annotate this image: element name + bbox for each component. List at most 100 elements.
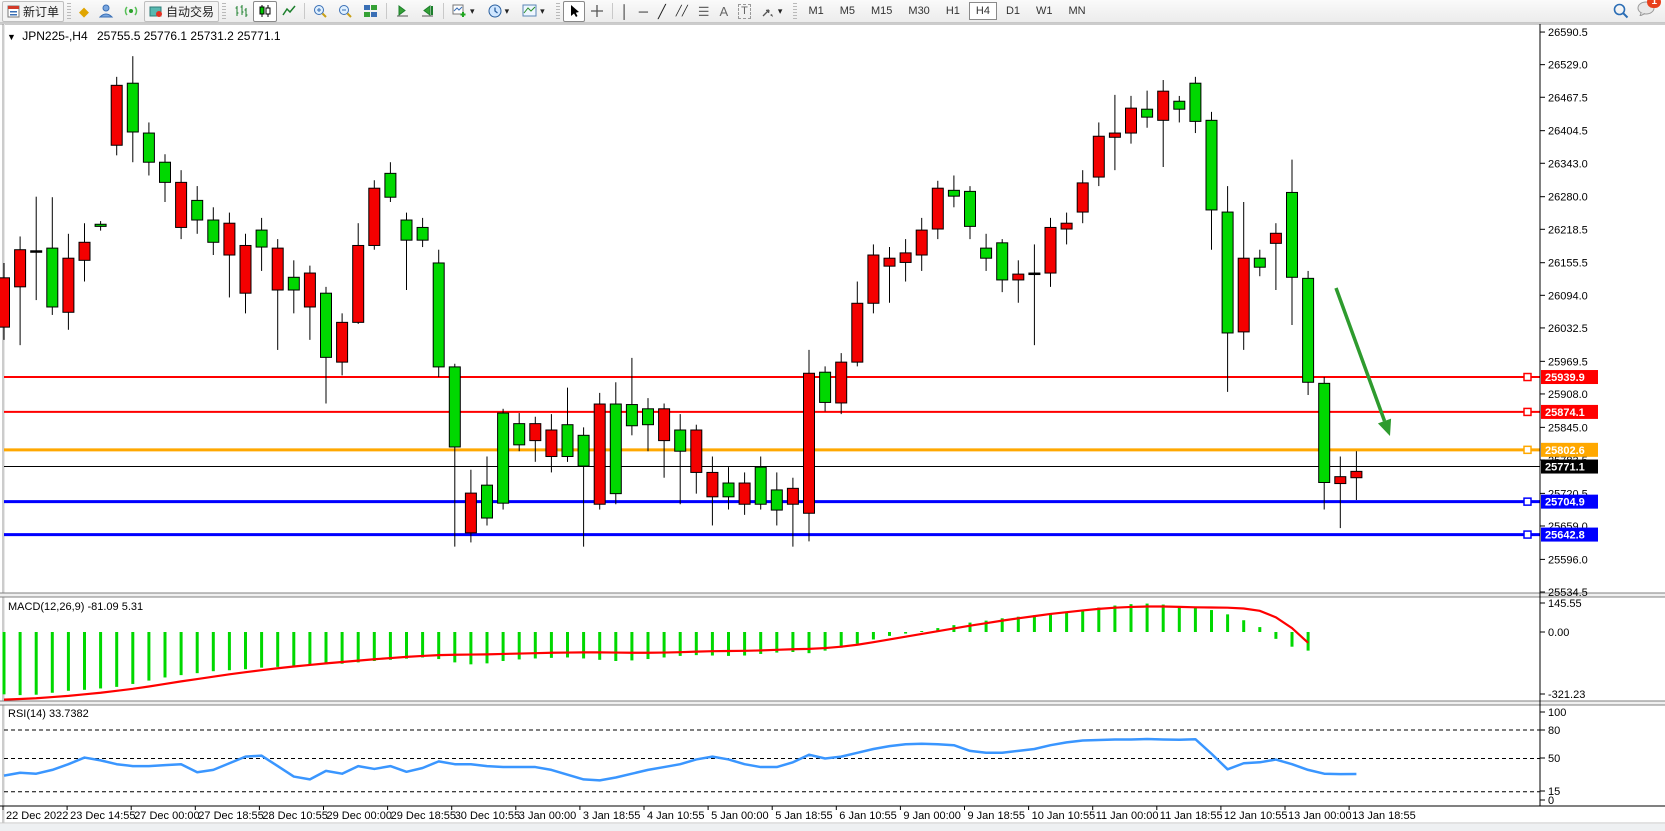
timeframe-M15[interactable]: M15 bbox=[871, 5, 893, 17]
market-watch-button[interactable] bbox=[94, 1, 119, 22]
line-handle[interactable] bbox=[1523, 407, 1532, 417]
timeframe-M5[interactable]: M5 bbox=[839, 5, 855, 17]
time-tick-label: 3 Jan 18:55 bbox=[583, 810, 641, 822]
line-handle[interactable] bbox=[1523, 497, 1532, 506]
candle-body bbox=[835, 361, 848, 404]
price-badge-label: 25642.8 bbox=[1545, 530, 1585, 542]
clock-icon bbox=[488, 4, 502, 18]
time-tick-label: 12 Jan 10:55 bbox=[1224, 810, 1288, 822]
candle-body bbox=[175, 181, 188, 228]
candle-body bbox=[30, 250, 43, 253]
chart-shift-button[interactable] bbox=[415, 1, 440, 22]
toolbar-handle[interactable] bbox=[793, 3, 798, 19]
candle-body bbox=[770, 489, 783, 511]
line-handle[interactable] bbox=[1523, 372, 1532, 382]
toolbar-handle[interactable] bbox=[67, 3, 72, 19]
candle-body bbox=[94, 223, 107, 227]
trendline-icon: ╱ bbox=[657, 3, 666, 19]
channel-icon: ╱╱ bbox=[675, 5, 688, 17]
price-tick-label: 25534.5 bbox=[1548, 587, 1588, 599]
new-order-button[interactable]: 新订单 bbox=[2, 0, 65, 22]
arrows-tool[interactable]: ▾ bbox=[756, 1, 791, 22]
add-indicator-button[interactable]: ▾ bbox=[447, 1, 483, 22]
text-tool[interactable]: A bbox=[715, 1, 734, 22]
candle-body bbox=[1141, 108, 1154, 118]
candle-body bbox=[384, 172, 397, 198]
zoom-out-button[interactable] bbox=[333, 1, 358, 22]
vertical-line-tool[interactable]: │ bbox=[616, 1, 634, 22]
candle-body bbox=[1334, 476, 1347, 485]
candle-body bbox=[529, 423, 542, 442]
label-tool[interactable]: T bbox=[733, 1, 756, 22]
periods-button[interactable]: ▾ bbox=[483, 1, 518, 22]
auto-scroll-button[interactable] bbox=[390, 1, 415, 22]
fibonacci-icon: ☰ bbox=[697, 3, 710, 19]
arrow-objects-icon bbox=[762, 8, 773, 17]
pane-splitter[interactable] bbox=[0, 593, 1665, 597]
macd-signal-line bbox=[3, 605, 1309, 701]
time-tick-label: 5 Jan 18:55 bbox=[775, 810, 833, 822]
crosshair-tool-button[interactable] bbox=[585, 1, 609, 22]
candle-body bbox=[1092, 135, 1105, 178]
price-badge bbox=[1541, 442, 1598, 457]
notifications-button[interactable]: 1 bbox=[1637, 0, 1661, 21]
time-tick-label: 9 Jan 00:00 bbox=[903, 810, 961, 822]
candle-body bbox=[287, 276, 300, 291]
signals-button[interactable] bbox=[119, 1, 144, 22]
trend-arrow-head[interactable] bbox=[1377, 418, 1392, 436]
trend-arrow[interactable] bbox=[1334, 287, 1387, 422]
pane-splitter[interactable] bbox=[0, 701, 1665, 705]
timeframe-M30[interactable]: M30 bbox=[908, 5, 930, 17]
fibonacci-tool[interactable]: ☰ bbox=[693, 1, 715, 22]
time-tick-label: 28 Dec 10:55 bbox=[262, 810, 327, 822]
templates-button[interactable]: ▾ bbox=[517, 1, 553, 22]
line-handle[interactable] bbox=[1523, 530, 1532, 539]
candle-body bbox=[1269, 232, 1282, 244]
candle-body bbox=[448, 366, 461, 448]
price-badge-label: 25939.9 bbox=[1545, 372, 1585, 384]
search-icon[interactable] bbox=[1613, 3, 1629, 19]
price-tick-label: 26343.0 bbox=[1548, 158, 1588, 170]
horizontal-line-tool[interactable]: ─ bbox=[634, 1, 653, 22]
timeframe-H1[interactable]: H1 bbox=[945, 5, 960, 17]
auto-scroll-icon bbox=[397, 5, 409, 17]
timeframe-H4[interactable]: H4 bbox=[968, 2, 997, 20]
timeframe-W1[interactable]: W1 bbox=[1036, 5, 1053, 17]
toolbar-handle[interactable] bbox=[222, 3, 227, 19]
zoom-in-button[interactable] bbox=[308, 1, 333, 22]
indicators-diamond-icon: ◆ bbox=[79, 3, 90, 19]
candle-body bbox=[62, 257, 75, 313]
candle-body bbox=[207, 219, 220, 243]
candle-body bbox=[239, 244, 252, 294]
timeframe-M1[interactable]: M1 bbox=[808, 5, 824, 17]
candle-body bbox=[996, 242, 1009, 281]
bar-chart-mode-button[interactable] bbox=[229, 1, 253, 22]
candlestick-mode-button[interactable] bbox=[253, 0, 278, 22]
line-chart-mode-button[interactable] bbox=[277, 1, 301, 22]
channel-tool[interactable]: ╱╱ bbox=[671, 1, 693, 22]
toolbar-handle[interactable] bbox=[555, 3, 560, 19]
price-tick-label: 26218.5 bbox=[1548, 224, 1588, 236]
indicators-button[interactable]: ◆ bbox=[74, 1, 94, 22]
tile-windows-button[interactable] bbox=[358, 1, 383, 22]
symbol-dropdown-caret-icon[interactable]: ▼ bbox=[7, 32, 16, 42]
trendline-tool[interactable]: ╱ bbox=[653, 1, 671, 22]
candle-body bbox=[271, 247, 284, 291]
timeframe-MN[interactable]: MN bbox=[1068, 5, 1086, 17]
timeframe-D1[interactable]: D1 bbox=[1005, 5, 1020, 17]
candle-body bbox=[980, 247, 993, 259]
line-handle[interactable] bbox=[1523, 445, 1532, 455]
cursor-tool-button[interactable] bbox=[562, 0, 585, 22]
candle-body bbox=[1302, 277, 1315, 383]
auto-trading-label: 自动交易 bbox=[166, 4, 215, 19]
dropdown-caret-icon: ▾ bbox=[540, 5, 545, 16]
time-tick-label: 10 Jan 10:55 bbox=[1032, 810, 1096, 822]
candle-body bbox=[803, 372, 815, 514]
candle-body bbox=[915, 229, 928, 256]
auto-trading-button[interactable]: 自动交易 bbox=[144, 0, 220, 22]
rsi-axis-label: 50 bbox=[1548, 753, 1560, 765]
candle-body bbox=[223, 222, 236, 256]
new-order-icon bbox=[7, 5, 20, 17]
price-badge-label: 25874.1 bbox=[1545, 407, 1585, 419]
main-toolbar: 新订单 ◆ 自动交易 ▾ ▾ bbox=[0, 0, 1665, 23]
